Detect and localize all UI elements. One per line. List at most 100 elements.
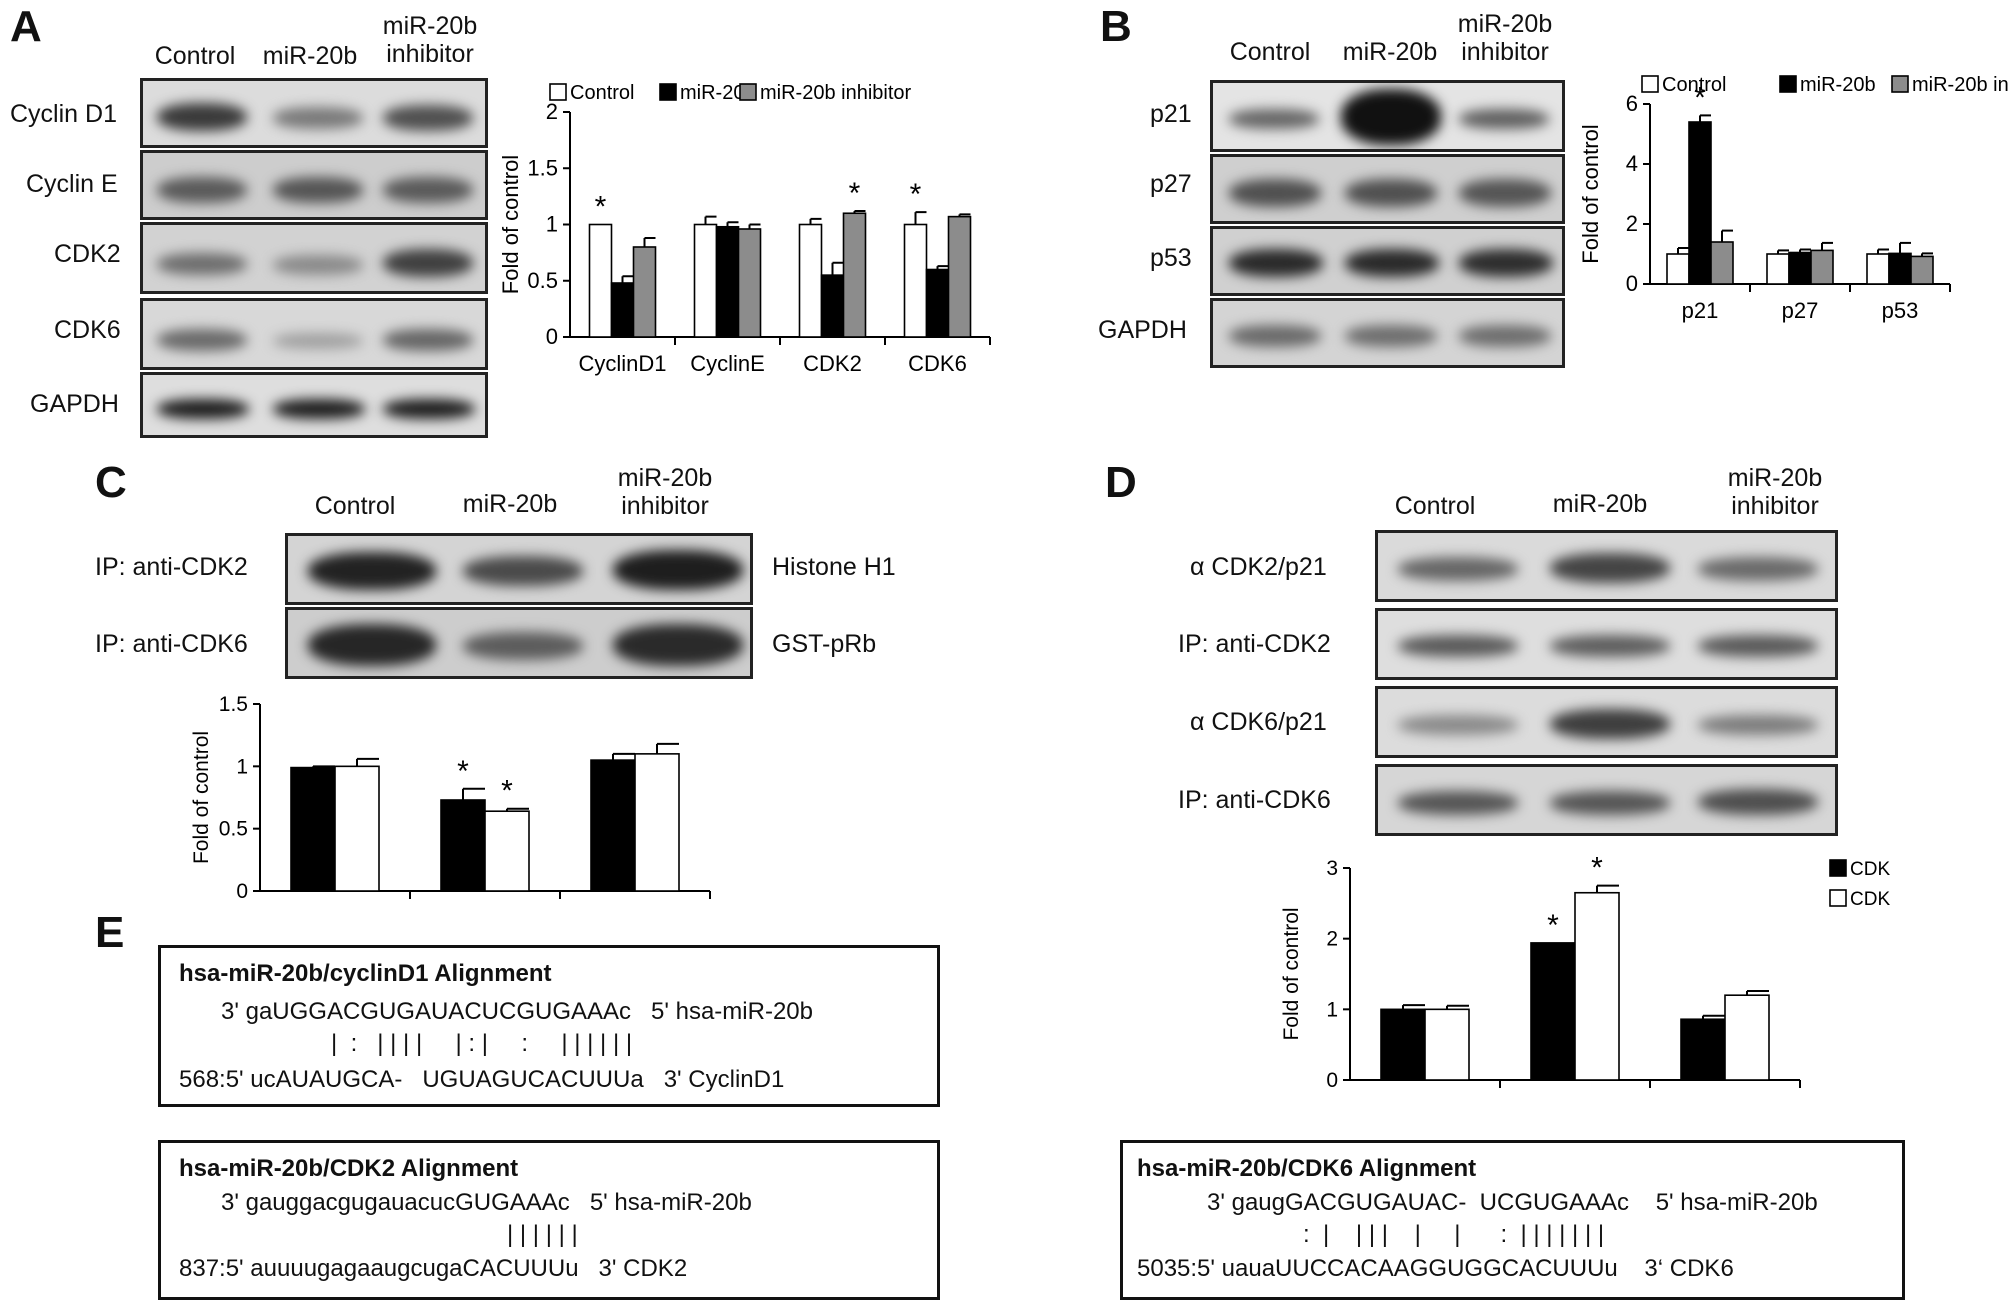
chart-A-bar bbox=[588, 223, 613, 338]
alignment-pairs-cdk2: | | | | | | bbox=[507, 1221, 578, 1248]
chart-A-significance-star: * bbox=[595, 191, 607, 224]
panel-b-lane-control: Control bbox=[1229, 38, 1311, 66]
panel-d-blot-ipcdk2 bbox=[1375, 608, 1838, 680]
alignment-box-cdk2: hsa-miR-20b/CDK2 Alignment 3' gauggacgug… bbox=[158, 1140, 940, 1300]
panel-a-row-cdk2: CDK2 bbox=[54, 240, 121, 268]
chart-B-y-axis-label: Fold of control bbox=[1578, 124, 1603, 263]
chart-A-bar bbox=[798, 223, 823, 338]
chart-B-legend-swatch bbox=[1891, 75, 1909, 93]
chart-D-y-tick-label: 2 bbox=[1326, 928, 1338, 951]
panel-c-lane-control: Control bbox=[314, 492, 396, 520]
chart-C-significance-star: * bbox=[501, 775, 513, 808]
alignment-pairs-cdk6: : | | | | | | : | | | | | | | bbox=[1303, 1221, 1605, 1248]
chart-A-category-label: CyclinD1 bbox=[578, 351, 666, 376]
chart-D-legend-label: CDK2/p21 bbox=[1850, 859, 1890, 880]
panel-a-lane-control: Control bbox=[154, 42, 236, 70]
chart-A-bar bbox=[737, 228, 762, 338]
chart-D-significance-star: * bbox=[1591, 852, 1603, 885]
chart-A-y-tick-label: 0.5 bbox=[527, 268, 558, 293]
panel-d-row-cdk2p21: α CDK2/p21 bbox=[1190, 553, 1327, 581]
chart-B-bar bbox=[1866, 253, 1890, 285]
chart-A-legend-label: miR-20b bbox=[680, 82, 756, 104]
alignment-mirna-cdk2: 3' gauggacgugauacucGUGAAAc 5' hsa-miR-20… bbox=[221, 1189, 752, 1216]
chart-D-legend-swatch bbox=[1829, 859, 1847, 877]
panel-b-lane-inhibitor: miR-20b inhibitor bbox=[1457, 10, 1553, 66]
chart-A-bar bbox=[610, 282, 635, 338]
chart-D-bar bbox=[1680, 1018, 1726, 1081]
chart-B-legend-label: miR-20b inhibitor bbox=[1912, 74, 2008, 96]
chart-B-legend-swatch bbox=[1779, 75, 1797, 93]
panel-a-bar-chart: 0 0.5 1 1.5 2 Fold of control CyclinD1 CyclinE C… bbox=[500, 82, 991, 376]
panel-d-blot-cdk2p21 bbox=[1375, 530, 1838, 602]
chart-B-bar bbox=[1910, 255, 1934, 285]
chart-A-y-tick-label: 2 bbox=[546, 99, 558, 124]
panel-a-blot-cyclind1 bbox=[140, 78, 488, 148]
alignment-target-cdk2: 837:5' auuuugagaaugcugaCACUUUu 3' CDK2 bbox=[179, 1255, 688, 1282]
chart-A-bar bbox=[925, 268, 950, 338]
chart-D-bar bbox=[1574, 891, 1620, 1081]
panel-c-bar-chart: 0 0.5 1 1.5 Fold of control * * CDK2 CDK6 bbox=[190, 690, 711, 903]
chart-B-bar bbox=[1788, 251, 1812, 285]
chart-A-bar bbox=[947, 215, 972, 338]
panel-b-row-p53: p53 bbox=[1150, 244, 1192, 272]
alignment-mirna-cdk6: 3' gaugGACGUGAUAC- UCGUGAAAc 5' hsa-miR-… bbox=[1207, 1189, 1818, 1216]
chart-B-bar bbox=[1766, 253, 1790, 285]
chart-A-bar bbox=[903, 223, 928, 338]
panel-d-row-ipcdk6: IP: anti-CDK6 bbox=[1178, 786, 1331, 814]
chart-A-legend-swatch bbox=[549, 83, 567, 101]
panel-c-blot-gstprb bbox=[285, 607, 753, 679]
chart-A-legend-swatch bbox=[659, 83, 677, 101]
chart-D-y-tick-label: 1 bbox=[1326, 998, 1338, 1021]
panel-a-blot-cycline bbox=[140, 150, 488, 220]
panel-d-letter: D bbox=[1105, 458, 1137, 507]
alignment-box-cdk6: hsa-miR-20b/CDK6 Alignment 3' gaugGACGUG… bbox=[1120, 1140, 1905, 1300]
panel-b-row-gapdh: GAPDH bbox=[1098, 316, 1187, 344]
panel-c-row-cdk6: IP: anti-CDK6 bbox=[95, 630, 248, 658]
panel-a-blot-cdk2 bbox=[140, 222, 488, 294]
chart-A-significance-star: * bbox=[910, 178, 922, 211]
chart-B-legend-swatch bbox=[1641, 75, 1659, 93]
panel-a-row-gapdh: GAPDH bbox=[30, 390, 119, 418]
chart-B-y-tick-label: 2 bbox=[1626, 211, 1638, 236]
chart-B-category-label: p27 bbox=[1782, 298, 1819, 323]
chart-A-y-tick-label: 1.5 bbox=[527, 155, 558, 180]
chart-B-bar bbox=[1666, 253, 1690, 285]
alignment-mirna-cyclind1: 3' gaUGGACGUGAUACUCGUGAAAc 5' hsa-miR-20… bbox=[221, 998, 813, 1025]
chart-B-y-tick-label: 4 bbox=[1626, 151, 1638, 176]
alignment-title-cyclind1: hsa-miR-20b/cyclinD1 Alignment bbox=[179, 960, 552, 987]
chart-A-legend-label: Control bbox=[570, 82, 634, 104]
panel-b-lane-mir20b: miR-20b bbox=[1342, 38, 1438, 66]
panel-b-row-p21: p21 bbox=[1150, 100, 1192, 128]
chart-D-bar bbox=[1380, 1008, 1426, 1081]
panel-d-row-cdk6p21: α CDK6/p21 bbox=[1190, 708, 1327, 736]
panel-d-row-ipcdk2: IP: anti-CDK2 bbox=[1178, 630, 1331, 658]
chart-A-bar bbox=[632, 246, 657, 338]
panel-b-bar-chart: 0 2 4 6 Fold of control p21 p27 p53 *Control miR-… bbox=[1578, 74, 2008, 323]
chart-D-y-tick-label: 3 bbox=[1326, 857, 1338, 880]
panel-b-row-p27: p27 bbox=[1150, 170, 1192, 198]
panel-a-lane-mir20b: miR-20b bbox=[262, 42, 358, 70]
chart-B-significance-star: * bbox=[1694, 81, 1706, 114]
chart-D-y-tick-label: 0 bbox=[1326, 1069, 1338, 1092]
chart-B-bar bbox=[1710, 241, 1734, 285]
chart-C-y-tick-label: 1.5 bbox=[219, 693, 248, 716]
chart-C-bar bbox=[484, 810, 530, 892]
chart-B-bar bbox=[1688, 121, 1712, 285]
chart-D-legend-label: CDK6/p21 bbox=[1850, 889, 1890, 910]
chart-C-bar bbox=[590, 759, 636, 892]
panel-d-blot-cdk6p21 bbox=[1375, 686, 1838, 758]
chart-C-significance-star: * bbox=[457, 755, 469, 788]
panel-c-blot-histone bbox=[285, 533, 753, 605]
panel-a-row-cycline: Cyclin E bbox=[26, 170, 118, 198]
alignment-target-cdk6: 5035:5' uauaUUCCACAAGGUGGCACUUUu 3‘ CDK6 bbox=[1137, 1255, 1734, 1282]
alignment-title-cdk2: hsa-miR-20b/CDK2 Alignment bbox=[179, 1155, 519, 1182]
panel-d-lane-control: Control bbox=[1394, 492, 1476, 520]
panel-c-row-cdk2: IP: anti-CDK2 bbox=[95, 553, 248, 581]
alignment-pairs-cyclind1: | : | | | | | : | : | | | | | | bbox=[331, 1030, 633, 1057]
alignment-box-cyclind1: hsa-miR-20b/cyclinD1 Alignment 3' gaUGGA… bbox=[158, 945, 940, 1107]
chart-D-bar bbox=[1530, 942, 1576, 1081]
chart-B-y-tick-label: 0 bbox=[1626, 271, 1638, 296]
chart-B-category-label: p21 bbox=[1682, 298, 1719, 323]
chart-B-y-tick-label: 6 bbox=[1626, 91, 1638, 116]
panel-d-lane-mir20b: miR-20b bbox=[1552, 490, 1648, 518]
